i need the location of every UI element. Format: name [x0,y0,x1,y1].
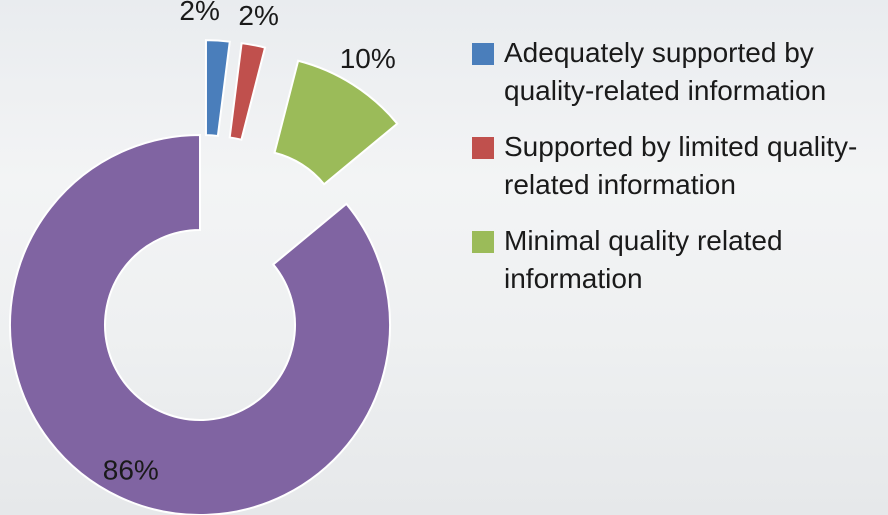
donut-segment [228,42,267,141]
legend-swatch [472,137,494,159]
donut-segment [9,133,391,515]
data-label: 10% [340,43,396,74]
legend: Adequately supported by quality-related … [472,34,872,316]
donut-segment [204,39,231,138]
data-label: 2% [238,0,278,31]
legend-label: Minimal quality related information [504,225,783,294]
legend-swatch [472,43,494,65]
data-label: 2% [179,0,219,26]
data-label: 86% [103,454,159,485]
donut-segment [273,59,399,186]
legend-item: Minimal quality related information [472,222,872,298]
legend-item: Supported by limited quality-related inf… [472,128,872,204]
legend-label: Adequately supported by quality-related … [504,37,827,106]
legend-item: Adequately supported by quality-related … [472,34,872,110]
legend-swatch [472,231,494,253]
legend-label: Supported by limited quality-related inf… [504,131,858,200]
